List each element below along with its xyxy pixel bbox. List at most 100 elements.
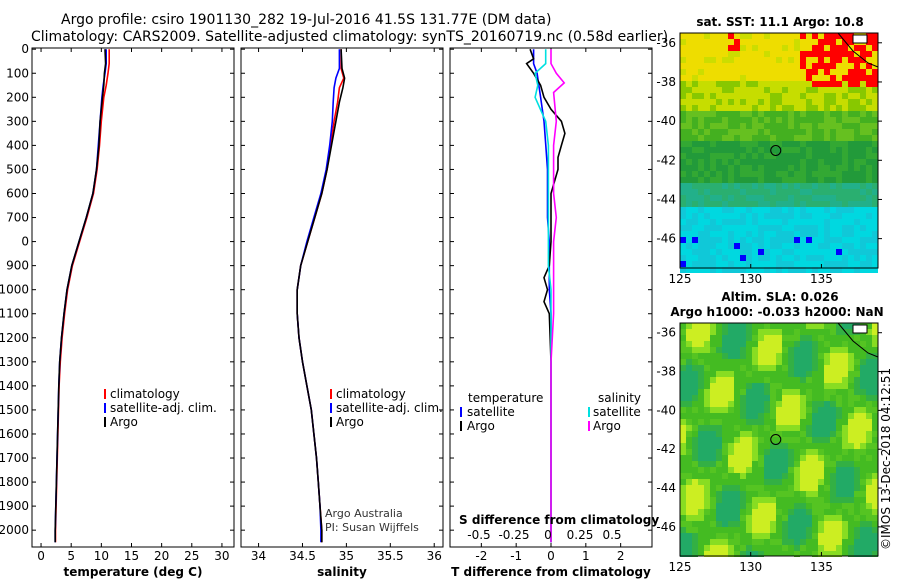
map-cell [698,267,704,273]
map-cell [686,183,692,189]
map-cell [776,135,782,141]
map-title-sst: sat. SST: 11.1 Argo: 10.8 [696,15,863,29]
map-cell [710,117,716,123]
map-cell [698,177,704,183]
map-cell [836,365,842,371]
map-cell [746,99,752,105]
map-cell [788,129,794,135]
map-cell [842,177,848,183]
map-cell [812,323,818,329]
map-cell [698,213,704,219]
map-cell [866,177,872,183]
map-cell [716,159,722,165]
map-cell [680,261,686,267]
map-cell [836,401,842,407]
map-cell [872,323,878,329]
map-cell [830,329,836,335]
map-cell [824,527,830,533]
map-cell [866,255,872,261]
map-cell [788,539,794,545]
map-cell [716,431,722,437]
map-cell [842,347,848,353]
map-cell [734,213,740,219]
x-tick-label: 30 [214,549,229,563]
map-cell [788,371,794,377]
map-cell [680,201,686,207]
map-cell [842,57,848,63]
map-cell [794,237,800,243]
map-cell [704,491,710,497]
map-cell [788,87,794,93]
map-cell [848,231,854,237]
map-cell [722,93,728,99]
map-cell [854,177,860,183]
map-cell [686,45,692,51]
map-cell [740,153,746,159]
map-cell [758,195,764,201]
map-cell [866,105,872,111]
map-cell [728,503,734,509]
map-cell [848,395,854,401]
map-cell [752,225,758,231]
map-cell [686,189,692,195]
plot-frame-temperature [31,47,235,548]
map-cell [860,231,866,237]
map-cell [812,509,818,515]
map-cell [854,201,860,207]
map-cell [680,45,686,51]
map-cell [704,189,710,195]
map-cell [686,129,692,135]
map-cell [752,449,758,455]
map-cell [698,69,704,75]
map-cell [812,479,818,485]
map-cell [794,255,800,261]
map-cell [794,533,800,539]
map-cell [806,389,812,395]
map-cell [794,213,800,219]
map-cell [686,153,692,159]
map-cell [860,147,866,153]
map-cell [722,443,728,449]
map-cell [806,195,812,201]
map-cell [794,201,800,207]
x-tick-label: 0 [547,549,555,563]
map-cell [860,93,866,99]
map-cell [788,93,794,99]
map-cell [818,407,824,413]
map-cell [758,455,764,461]
map-cell [812,213,818,219]
map-cell [788,189,794,195]
map-cell [686,347,692,353]
map-cell [710,539,716,545]
map-cell [764,123,770,129]
map-cell [824,243,830,249]
chart-title-line2: Climatology: CARS2009. Satellite-adjuste… [31,29,669,45]
map-cell [794,243,800,249]
map-cell [746,147,752,153]
map-cell [824,551,830,557]
map-cell [728,237,734,243]
map-cell [842,491,848,497]
map-cell [806,213,812,219]
map-cell [698,93,704,99]
map-cell [782,473,788,479]
map-cell [830,237,836,243]
map-cell [704,243,710,249]
map-cell [848,159,854,165]
map-cell [758,551,764,557]
map-cell [788,359,794,365]
map-cell [836,213,842,219]
map-cell [698,225,704,231]
map-cell [734,443,740,449]
map-cell [680,443,686,449]
map-cell [776,33,782,39]
map-cell [872,491,878,497]
map-cell [836,237,842,243]
map-cell [842,249,848,255]
map-cell [836,551,842,557]
map-cell [764,159,770,165]
map-cell [752,485,758,491]
map-cell [854,141,860,147]
map-cell [686,207,692,213]
map-cell [698,183,704,189]
